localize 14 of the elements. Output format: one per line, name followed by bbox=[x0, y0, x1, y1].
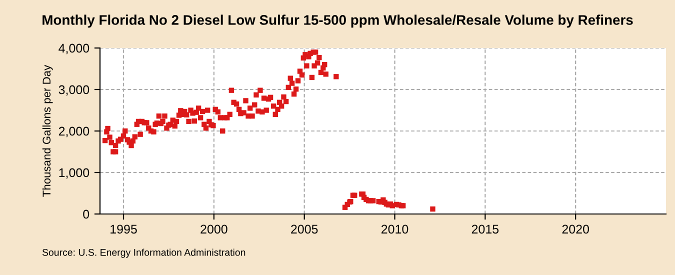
y-tick-label: 1,000 bbox=[59, 168, 90, 179]
y-axis-title: Thousand Gallons per Day bbox=[42, 64, 53, 197]
source-note: Source: U.S. Energy Information Administration bbox=[42, 248, 246, 258]
x-tick-label: 2010 bbox=[381, 224, 408, 234]
x-tick-label: 2015 bbox=[472, 224, 499, 234]
x-tick-label: 1995 bbox=[110, 224, 137, 234]
x-tick-label: 2005 bbox=[291, 224, 318, 234]
y-tick-label: 4,000 bbox=[58, 44, 90, 54]
y-tick-label: 3,000 bbox=[58, 85, 90, 96]
y-tick-label: 2,000 bbox=[58, 126, 90, 138]
x-tick-label: 2000 bbox=[200, 224, 228, 234]
chart-title: Monthly Florida No 2 Diesel Low Sulfur 15-500 ppm Wholesale/Resale Volume by Refiners bbox=[42, 14, 633, 28]
y-tick-label: 0 bbox=[83, 210, 90, 219]
x-tick-label: 2020 bbox=[562, 224, 589, 234]
